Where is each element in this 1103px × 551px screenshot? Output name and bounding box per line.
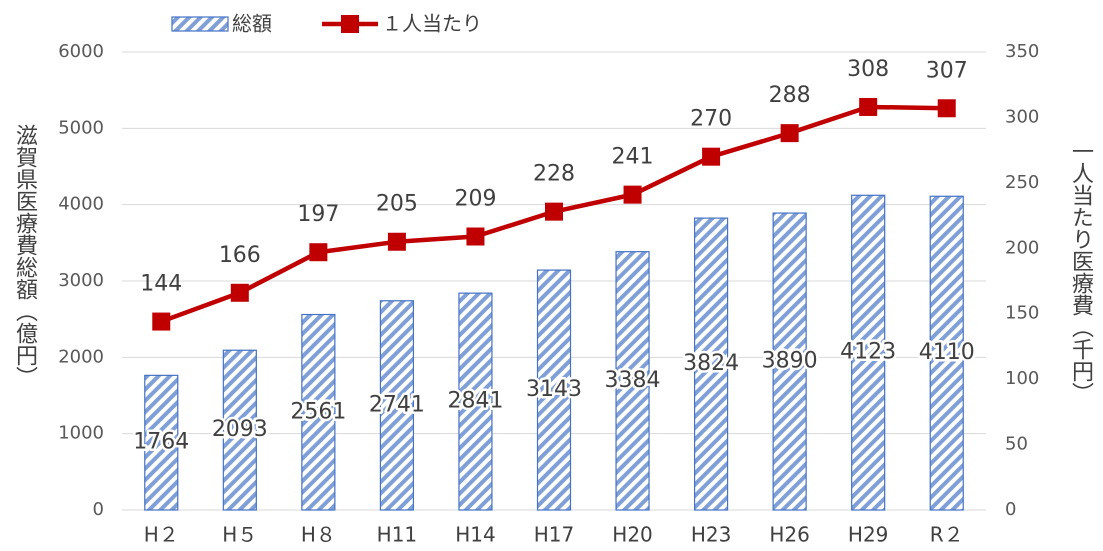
- bar-value-label: 3143: [526, 377, 582, 402]
- bar: [458, 292, 493, 511]
- line-marker: [859, 97, 878, 116]
- x-tick-label: H８: [301, 523, 336, 547]
- bar: [144, 374, 179, 511]
- y-tick-label: 2000: [58, 346, 104, 367]
- line-value-label: 270: [690, 107, 732, 132]
- x-tick-label: H23: [691, 523, 732, 547]
- y2-tick-label: 150: [1005, 303, 1039, 324]
- bar: [693, 217, 729, 511]
- line-marker: [152, 312, 171, 331]
- bar-value-label: 2741: [369, 392, 425, 417]
- line-value-label: 166: [219, 243, 261, 268]
- line-value-label: 308: [847, 57, 889, 82]
- y-tick-label: 0: [93, 499, 104, 520]
- bar-value-label: 2093: [212, 417, 268, 442]
- line-value-label: 307: [926, 58, 968, 83]
- y-tick-label: 3000: [58, 270, 104, 291]
- x-tick-label: H26: [769, 523, 810, 547]
- bar: [301, 313, 336, 511]
- y-tick-label: 4000: [58, 194, 104, 215]
- bar-value-label: 3890: [762, 349, 818, 374]
- bar-value-label: 4123: [840, 340, 896, 365]
- bar: [222, 349, 257, 511]
- line-marker: [702, 147, 721, 166]
- bar-value-label: 1764: [133, 430, 189, 455]
- line-value-label: 205: [376, 192, 418, 217]
- bar: [772, 212, 807, 511]
- line-marker: [545, 202, 563, 221]
- line-value-label: 288: [769, 83, 811, 108]
- x-tick-label: H14: [455, 523, 496, 547]
- bar-value-label: 2561: [290, 399, 346, 424]
- y-axis-label: 滋賀県医療費総額（億円）: [12, 124, 38, 388]
- line-marker: [623, 185, 642, 204]
- y2-tick-label: 50: [1005, 434, 1028, 455]
- line-marker: [387, 232, 406, 251]
- y-tick-label: 6000: [58, 41, 104, 62]
- x-tick-label: H29: [848, 523, 889, 547]
- y-tick-label: 1000: [58, 423, 104, 444]
- bar-value-label: 3824: [683, 351, 739, 376]
- legend-label: 総額: [232, 12, 272, 36]
- line-marker: [230, 283, 249, 302]
- x-tick-label: H20: [612, 523, 653, 547]
- y2-tick-label: 100: [1005, 368, 1039, 389]
- x-tick-label: H５: [222, 523, 257, 547]
- legend-swatch: [171, 16, 229, 32]
- line-marker: [466, 227, 485, 246]
- bar: [615, 251, 650, 511]
- legend-label: １人当たり: [382, 12, 482, 36]
- x-tick-label: H11: [377, 523, 418, 547]
- y2-tick-label: 250: [1005, 172, 1039, 193]
- y2-tick-label: 350: [1005, 41, 1039, 62]
- legend-marker: [341, 15, 359, 33]
- y-tick-label: 5000: [58, 117, 104, 138]
- y2-axis-label: 一人当たり医療費（千円）: [1068, 140, 1094, 404]
- bar: [929, 195, 964, 511]
- x-tick-label: H２: [144, 523, 179, 547]
- bar: [851, 194, 886, 511]
- bar-value-label: 3384: [605, 368, 661, 393]
- line-marker: [309, 243, 328, 262]
- line-value-label: 241: [612, 145, 654, 170]
- bar: [379, 300, 415, 511]
- bar: [536, 269, 572, 511]
- line-value-label: 228: [533, 162, 575, 187]
- x-tick-label: R２: [930, 523, 964, 547]
- y2-tick-label: 200: [1005, 237, 1039, 258]
- x-tick-label: H17: [534, 523, 575, 547]
- line-value-label: 209: [454, 187, 496, 212]
- y2-tick-label: 0: [1005, 499, 1016, 520]
- line-value-label: 197: [297, 202, 339, 227]
- bar-value-label: 4110: [919, 340, 975, 365]
- y2-tick-label: 300: [1005, 106, 1039, 127]
- line-value-label: 144: [140, 272, 182, 297]
- line-marker: [780, 124, 799, 143]
- line-marker: [937, 99, 956, 118]
- bar-value-label: 2841: [447, 389, 503, 414]
